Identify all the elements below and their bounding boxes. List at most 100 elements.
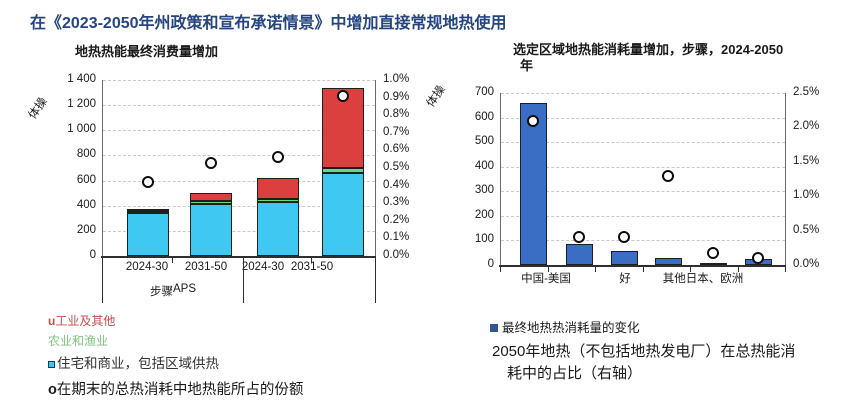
page-title: 在《2023-2050年州政策和宣布承诺情景》中增加直接常规地热使用 xyxy=(30,15,507,32)
y2-axis-tick-label: 2.0% xyxy=(793,120,820,133)
y-axis-tick-label: 1 000 xyxy=(67,123,96,136)
right-chart-title-line1: 选定区域地热能消耗量增加，步骤，2024-2050 xyxy=(513,42,784,57)
bar-segment xyxy=(610,251,638,265)
y-axis-tick-label: 200 xyxy=(474,208,494,221)
left-chart-title: 地热热能最终消费量增加 xyxy=(75,44,219,59)
bar-segment xyxy=(322,173,364,256)
marker-circle xyxy=(272,151,284,164)
y-axis-tick-label: 1 200 xyxy=(67,98,96,111)
x-axis-line xyxy=(499,265,786,267)
y2-axis-tick-label: 0.4% xyxy=(383,178,410,191)
y2-axis-tick-label: 0.0% xyxy=(793,258,820,270)
right-chart-title: 选定区域地热能消耗量增加，步骤，2024-2050 年 xyxy=(513,42,783,74)
marker-circle xyxy=(205,156,217,169)
right-chart-legend-series: 最终地热热消耗量的变化 xyxy=(490,317,640,336)
y2-axis-tick-label: 0.5% xyxy=(383,161,410,173)
x-axis-category-label: 中国-美国 xyxy=(521,273,571,285)
legend-item-label: 农业和渔业 xyxy=(48,334,109,348)
gridline xyxy=(501,166,785,168)
gridline xyxy=(103,230,375,232)
legend-item: 农业和渔业 xyxy=(48,332,303,349)
open-circle-marker-icon: o xyxy=(48,382,57,398)
y2-axis-tick-label: 1.5% xyxy=(793,154,820,167)
y-axis-tick-label: 400 xyxy=(474,159,494,172)
right-chart-y-axis-label: 体操 xyxy=(424,83,448,110)
y2-axis-tick-label: 0.3% xyxy=(383,196,410,209)
bar-segment xyxy=(519,102,547,265)
plot-border-left xyxy=(102,80,103,256)
y-axis-tick-label: 500 xyxy=(474,135,494,148)
bar-segment xyxy=(127,209,169,212)
marker-circle xyxy=(573,231,585,244)
x-axis-category-label: 2024-30 xyxy=(125,261,169,273)
y-axis-tick-label: 700 xyxy=(474,86,494,98)
bar-segment xyxy=(699,263,727,266)
gridline xyxy=(103,155,375,157)
y2-axis-tick-label: 1.0% xyxy=(793,189,820,202)
marker-circle xyxy=(142,176,154,189)
series-swatch-icon xyxy=(48,361,55,368)
y2-axis-tick-label: 1.0% xyxy=(383,73,410,85)
series-swatch-icon xyxy=(490,324,498,332)
bar-segment xyxy=(654,257,682,265)
plot-border-left xyxy=(500,93,501,265)
legend-item-label: 在期末的总热消耗中地热能所占的份额 xyxy=(56,382,304,398)
y2-axis-tick-label: 0.1% xyxy=(383,231,410,244)
group-label: 步骤 xyxy=(150,286,173,298)
x-axis-category-label: 其他日本、欧洲 xyxy=(662,273,744,285)
bar-segment xyxy=(257,201,299,256)
x-axis-line xyxy=(101,256,376,258)
marker-circle xyxy=(527,114,539,127)
x-axis-tick xyxy=(172,258,173,263)
y2-axis-tick-label: 0.5% xyxy=(793,223,820,236)
legend-item: u工业及其他 xyxy=(48,312,303,329)
bar-segment xyxy=(190,200,232,204)
x-axis-tick xyxy=(642,267,644,272)
bar-segment xyxy=(127,211,169,214)
gridline xyxy=(501,117,785,119)
x-axis-tick xyxy=(737,267,739,272)
y2-axis-tick-label: 0.2% xyxy=(383,213,410,226)
bar-segment xyxy=(257,178,299,199)
marker-circle xyxy=(618,231,630,244)
bar-segment xyxy=(190,193,232,201)
right-chart-title-line2: 年 xyxy=(520,58,534,73)
x-axis-tick xyxy=(785,267,786,272)
y-axis-tick-label: 600 xyxy=(76,173,96,186)
bar-segment xyxy=(322,168,364,174)
bar-segment xyxy=(565,244,593,265)
gridline xyxy=(103,130,375,132)
y2-axis-tick-label: 0.9% xyxy=(383,90,410,103)
marker-circle xyxy=(662,169,674,182)
legend-item: o在期末的总热消耗中地热能所占的份额 xyxy=(48,378,303,399)
y-axis-tick-label: 0 xyxy=(89,249,96,261)
gridline xyxy=(501,93,785,94)
category-group-separator xyxy=(102,258,103,303)
marker-circle xyxy=(337,89,349,102)
y-axis-tick-label: 200 xyxy=(76,223,96,236)
x-axis-group-labels: 步骤 APS xyxy=(150,283,196,299)
x-axis-category-label: 2031-50 xyxy=(184,261,228,273)
gridline xyxy=(501,142,785,144)
group-label: APS xyxy=(173,283,197,295)
x-axis-category-label: 2031-50 xyxy=(290,261,334,273)
x-axis-tick xyxy=(500,267,501,272)
y2-axis-tick-label: 0.0% xyxy=(383,249,410,261)
gridline xyxy=(501,240,785,242)
gridline xyxy=(103,80,375,81)
x-axis-tick xyxy=(595,267,596,272)
y2-axis-tick-label: 2.5% xyxy=(793,86,820,98)
legend-item: 住宅和商业，包括区域供热 xyxy=(48,352,303,372)
y-axis-tick-label: 400 xyxy=(76,198,96,211)
x-axis-tick xyxy=(311,258,312,263)
plot-border-right xyxy=(785,93,786,265)
x-axis-tick xyxy=(547,267,549,272)
y-axis-tick-label: 0 xyxy=(487,258,494,270)
left-chart-legend: u工业及其他 农业和渔业 住宅和商业，包括区域供热 o在期末的总热消耗中地热能所占的份… xyxy=(48,312,303,401)
legend-item-label: 工业及其他 xyxy=(55,314,116,328)
y-axis-tick-label: 800 xyxy=(76,148,96,161)
right-chart-marker-note: 2050年地热（不包括地热发电厂）在总热能消耗中的占比（右轴） xyxy=(492,343,796,382)
left-chart-y-axis-label: 体操 xyxy=(26,95,50,122)
legend-item-label: 住宅和商业，包括区域供热 xyxy=(57,356,219,371)
